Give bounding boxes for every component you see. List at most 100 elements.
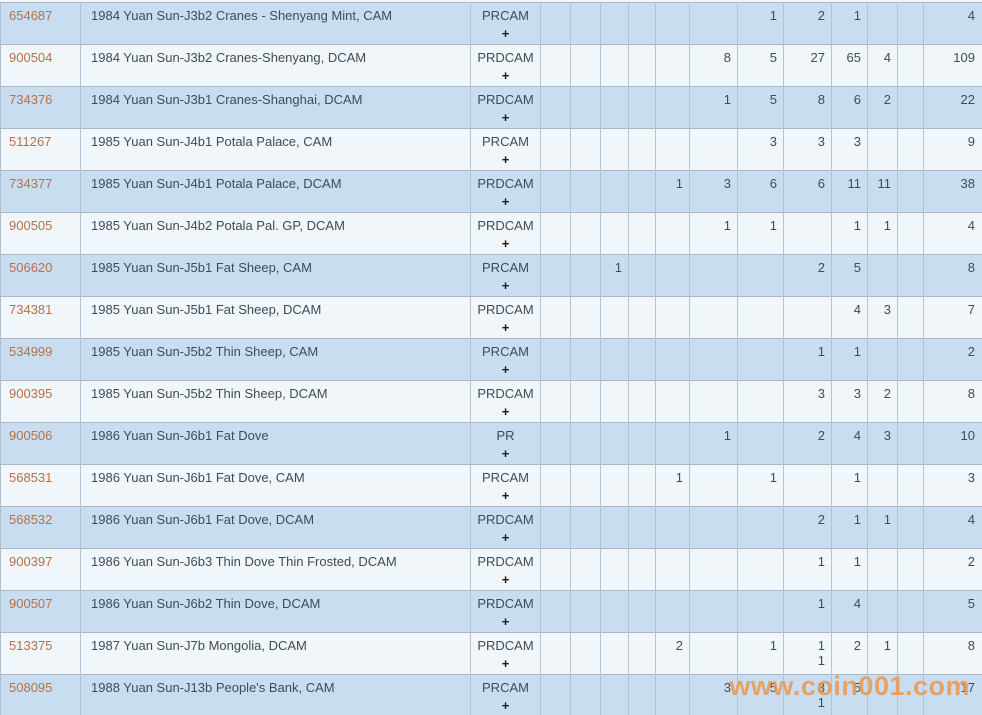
grade-count-cell: 1 — [867, 506, 898, 549]
grade-count-cell: 1 — [783, 548, 832, 591]
grade-cell: PRDCAM + — [470, 548, 541, 591]
cert-number-link[interactable]: 534999 — [0, 338, 81, 381]
grade-count-cell — [897, 212, 924, 255]
expand-plus-button[interactable]: + — [501, 698, 510, 713]
expand-plus-button[interactable]: + — [501, 362, 510, 377]
cert-number-link[interactable]: 568532 — [0, 506, 81, 549]
grade-count-cell: 2 — [867, 380, 898, 423]
expand-plus-button[interactable]: + — [501, 446, 510, 461]
cert-number-link[interactable]: 506620 — [0, 254, 81, 297]
grade-count-cell — [570, 632, 601, 675]
grade-count-cell: 1 — [737, 2, 784, 45]
coin-description: 1986 Yuan Sun-J6b2 Thin Dove, DCAM — [80, 590, 471, 633]
cert-number-link[interactable]: 568531 — [0, 464, 81, 507]
table-row: 900505 1985 Yuan Sun-J4b2 Potala Pal. GP… — [0, 212, 982, 255]
grade-count-cell — [689, 632, 738, 675]
expand-plus-button[interactable]: + — [501, 236, 510, 251]
total-count-cell: 4 — [923, 2, 982, 45]
cert-number-link[interactable]: 734381 — [0, 296, 81, 339]
cert-number-link[interactable]: 900505 — [0, 212, 81, 255]
grade-count-cell: 1 1 — [783, 632, 832, 675]
expand-plus-button[interactable]: + — [501, 110, 510, 125]
grade-count-cell — [600, 422, 629, 465]
grade-label: PRDCAM — [477, 554, 534, 569]
cert-number-link[interactable]: 900507 — [0, 590, 81, 633]
grade-count-cell — [540, 632, 571, 675]
grade-count-cell: 1 — [831, 464, 868, 507]
expand-plus-button[interactable]: + — [501, 488, 510, 503]
table-row: 568531 1986 Yuan Sun-J6b1 Fat Dove, CAM … — [0, 464, 982, 507]
grade-count-cell — [570, 338, 601, 381]
grade-count-cell — [540, 170, 571, 213]
grade-count-cell — [570, 422, 601, 465]
grade-cell: PRDCAM + — [470, 212, 541, 255]
cert-number-link[interactable]: 734376 — [0, 86, 81, 129]
grade-count-cell — [540, 254, 571, 297]
grade-cell: PRCAM + — [470, 674, 541, 715]
total-count-cell: 8 — [923, 632, 982, 675]
grade-count-cell — [689, 506, 738, 549]
grade-count-cell — [897, 128, 924, 171]
cert-number-link[interactable]: 734377 — [0, 170, 81, 213]
grade-count-cell: 5 — [737, 86, 784, 129]
expand-plus-button[interactable]: + — [501, 530, 510, 545]
cert-number-link[interactable]: 900506 — [0, 422, 81, 465]
grade-count-cell — [600, 170, 629, 213]
cert-number-link[interactable]: 513375 — [0, 632, 81, 675]
cert-number-link[interactable]: 508095 — [0, 674, 81, 715]
grade-cell: PRDCAM + — [470, 170, 541, 213]
grade-count-cell: 1 — [689, 86, 738, 129]
grade-count-cell: 3 1 — [783, 674, 832, 715]
grade-label: PRDCAM — [477, 386, 534, 401]
grade-count-cell — [689, 254, 738, 297]
grade-count-cell — [655, 254, 690, 297]
expand-plus-button[interactable]: + — [501, 320, 510, 335]
expand-plus-button[interactable]: + — [501, 194, 510, 209]
expand-plus-button[interactable]: + — [501, 26, 510, 41]
grade-count-cell — [783, 464, 832, 507]
expand-plus-button[interactable]: + — [501, 404, 510, 419]
grade-count-cell: 3 — [831, 128, 868, 171]
cert-number-link[interactable]: 900504 — [0, 44, 81, 87]
coin-description: 1985 Yuan Sun-J4b1 Potala Palace, CAM — [80, 128, 471, 171]
expand-plus-button[interactable]: + — [501, 656, 510, 671]
grade-count-cell — [655, 86, 690, 129]
grade-label: PRDCAM — [477, 638, 534, 653]
grade-label: PRDCAM — [477, 50, 534, 65]
grade-count-cell: 1 — [831, 212, 868, 255]
grade-label: PRCAM — [482, 8, 529, 23]
cert-number-link[interactable]: 511267 — [0, 128, 81, 171]
grade-count-cell: 1 — [689, 212, 738, 255]
grade-count-cell — [737, 506, 784, 549]
grade-count-cell — [867, 2, 898, 45]
grade-label: PRDCAM — [477, 596, 534, 611]
grade-count-cell: 3 — [689, 170, 738, 213]
grade-count-cell — [540, 464, 571, 507]
grade-count-cell: 5 — [831, 254, 868, 297]
total-count-cell: 109 — [923, 44, 982, 87]
expand-plus-button[interactable]: + — [501, 572, 510, 587]
expand-plus-button[interactable]: + — [501, 68, 510, 83]
coin-description: 1985 Yuan Sun-J5b1 Fat Sheep, DCAM — [80, 296, 471, 339]
expand-plus-button[interactable]: + — [501, 278, 510, 293]
grade-count-cell: 6 — [831, 86, 868, 129]
grade-count-cell — [867, 590, 898, 633]
cert-number-link[interactable]: 900397 — [0, 548, 81, 591]
grade-count-cell — [600, 44, 629, 87]
grade-count-cell: 2 — [783, 254, 832, 297]
total-count-cell: 5 — [923, 590, 982, 633]
cert-number-link[interactable]: 900395 — [0, 380, 81, 423]
grade-count-cell: 1 — [600, 254, 629, 297]
cert-number-link[interactable]: 654687 — [0, 2, 81, 45]
expand-plus-button[interactable]: + — [501, 614, 510, 629]
grade-count-cell: 1 — [783, 338, 832, 381]
grade-count-cell — [570, 86, 601, 129]
grade-count-cell: 4 — [831, 422, 868, 465]
grade-count-cell — [689, 128, 738, 171]
table-row: 506620 1985 Yuan Sun-J5b1 Fat Sheep, CAM… — [0, 254, 982, 297]
grade-count-cell — [628, 212, 656, 255]
grade-count-cell: 8 — [783, 86, 832, 129]
expand-plus-button[interactable]: + — [501, 152, 510, 167]
table-row: 900395 1985 Yuan Sun-J5b2 Thin Sheep, DC… — [0, 380, 982, 423]
